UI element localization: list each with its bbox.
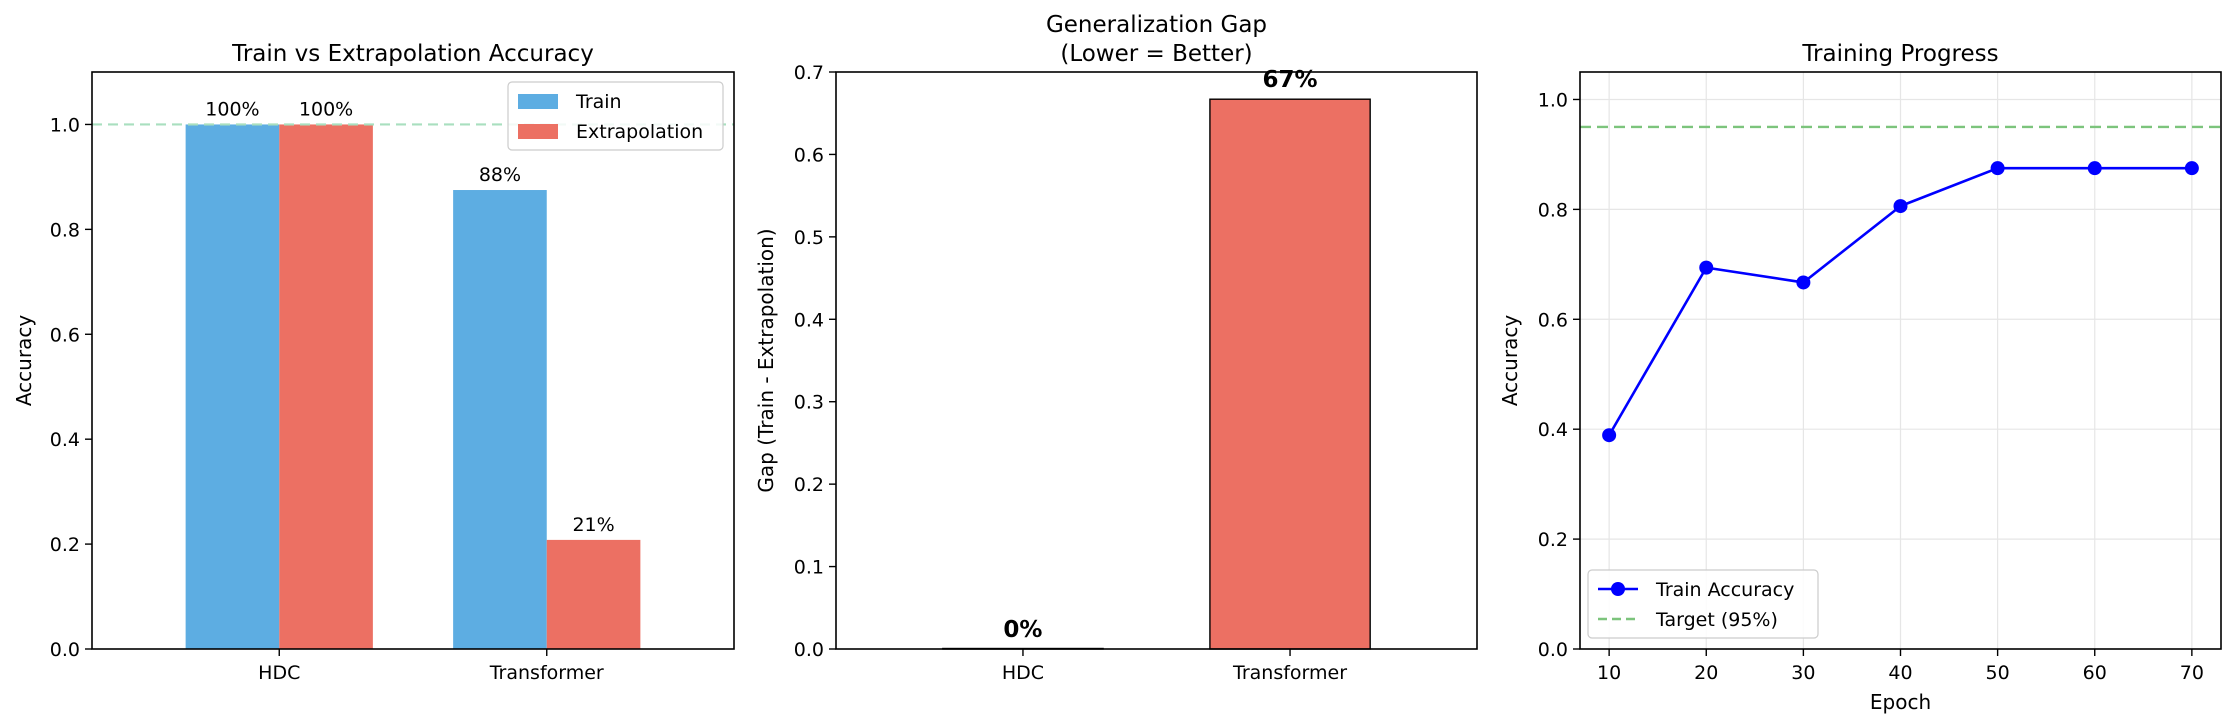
data-point <box>2184 161 2199 176</box>
xtick-label: HDC <box>1002 662 1044 684</box>
acc-ytick-label: 0.0 <box>50 639 80 661</box>
acc-ytick-label: 0.6 <box>50 324 80 346</box>
y-axis-label: Accuracy <box>12 315 36 406</box>
data-point <box>2087 161 2102 176</box>
prog-ytick-label: 1.0 <box>1538 89 1568 111</box>
x-axis-label: Epoch <box>1870 690 1931 714</box>
bar-value-label: 100% <box>205 98 259 120</box>
gap-ytick-label: 0.3 <box>794 392 824 414</box>
bar-train-hdc <box>185 124 280 650</box>
gap-ytick-label: 0.0 <box>794 639 824 661</box>
bar-extrapolation-hdc <box>279 124 373 650</box>
chart-title: Training Progress <box>1801 41 1998 67</box>
acc-ytick-label: 1.0 <box>50 114 80 136</box>
gap-ytick-label: 0.1 <box>794 557 824 579</box>
gap-bar-transformer <box>1209 98 1371 650</box>
legend-box <box>507 81 724 151</box>
acc-ytick-label: 0.8 <box>50 219 80 241</box>
legend-label: Target (95%) <box>1655 609 1778 631</box>
legend-label: Train Accuracy <box>1655 579 1794 601</box>
legend-box <box>1587 569 1819 639</box>
bar-value-label: 21% <box>572 514 614 536</box>
prog-ytick-label: 0.4 <box>1538 419 1568 441</box>
gap-value-label: 67% <box>1263 67 1318 93</box>
legend-marker <box>1611 582 1625 596</box>
xtick-label: Transformer <box>1232 662 1347 684</box>
data-point <box>1602 428 1617 443</box>
prog-ytick-label: 0.8 <box>1538 199 1568 221</box>
prog-ytick-label: 0.2 <box>1538 529 1568 551</box>
y-axis-label: Accuracy <box>1498 315 1522 406</box>
legend-swatch <box>518 124 558 139</box>
xtick-label: 60 <box>2083 662 2107 684</box>
prog-ytick-label: 0.6 <box>1538 309 1568 331</box>
xtick-label: 70 <box>2180 662 2204 684</box>
bar-extrapolation-transformer <box>546 539 641 649</box>
xtick-label: HDC <box>258 662 300 684</box>
data-point <box>1699 260 1714 275</box>
data-point <box>1796 275 1811 290</box>
legend-label: Train <box>575 91 622 113</box>
bar-train-transformer <box>453 190 547 650</box>
xtick-label: 30 <box>1791 662 1815 684</box>
data-point <box>1893 199 1908 214</box>
xtick-label: Transformer <box>489 662 604 684</box>
xtick-label: 20 <box>1694 662 1718 684</box>
bar-value-label: 88% <box>479 164 521 186</box>
legend-swatch <box>518 94 558 109</box>
gap-value-label: 0% <box>1003 617 1042 643</box>
legend-label: Extrapolation <box>576 121 703 143</box>
gap-ytick-label: 0.5 <box>794 227 824 249</box>
data-point <box>1990 161 2005 176</box>
gap-ytick-label: 0.6 <box>794 144 824 166</box>
plot-frame-gap <box>835 71 1478 650</box>
xtick-label: 40 <box>1888 662 1912 684</box>
y-axis-label: Gap (Train - Extrapolation) <box>754 228 778 492</box>
acc-ytick-label: 0.2 <box>50 534 80 556</box>
prog-ytick-label: 0.0 <box>1538 639 1568 661</box>
xtick-label: 10 <box>1597 662 1621 684</box>
plot-frame-accuracy <box>91 71 735 650</box>
xtick-label: 50 <box>1986 662 2010 684</box>
chart-title: Generalization Gap <box>1046 12 1267 38</box>
gap-ytick-label: 0.4 <box>794 309 824 331</box>
chart-title: Train vs Extrapolation Accuracy <box>231 41 594 67</box>
acc-ytick-label: 0.4 <box>50 429 80 451</box>
bar-value-label: 100% <box>299 98 353 120</box>
chart-subtitle: (Lower = Better) <box>1060 41 1252 67</box>
gap-ytick-label: 0.2 <box>794 474 824 496</box>
gap-ytick-label: 0.7 <box>794 62 824 84</box>
